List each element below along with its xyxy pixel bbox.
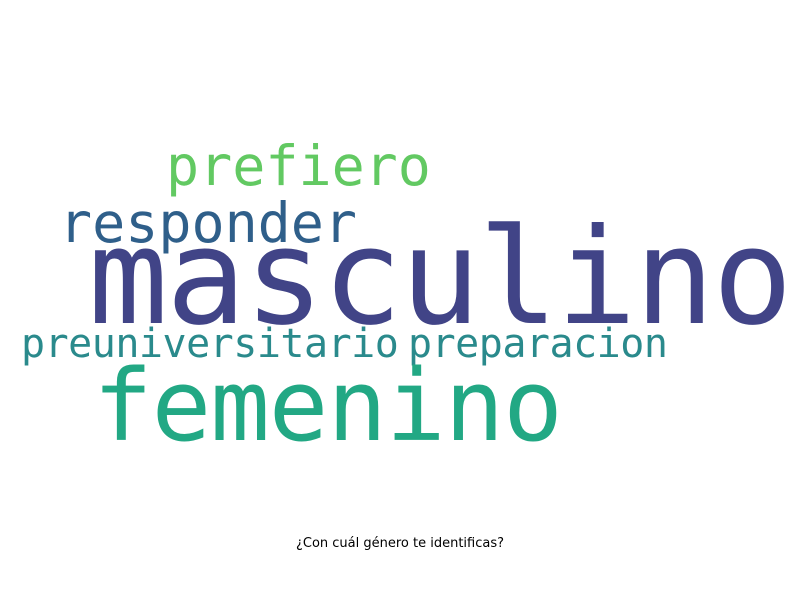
chart-title: ¿Con cuál género te identificas? xyxy=(295,536,505,551)
word-responder: responder xyxy=(59,191,358,255)
word-prefiero: prefiero xyxy=(166,134,431,198)
word-masculino: masculino xyxy=(88,201,793,355)
word-femenino: femenino xyxy=(93,349,563,464)
word-preuniversitario: preuniversitario xyxy=(21,321,399,367)
word-preparacion: preparacion xyxy=(408,321,668,367)
